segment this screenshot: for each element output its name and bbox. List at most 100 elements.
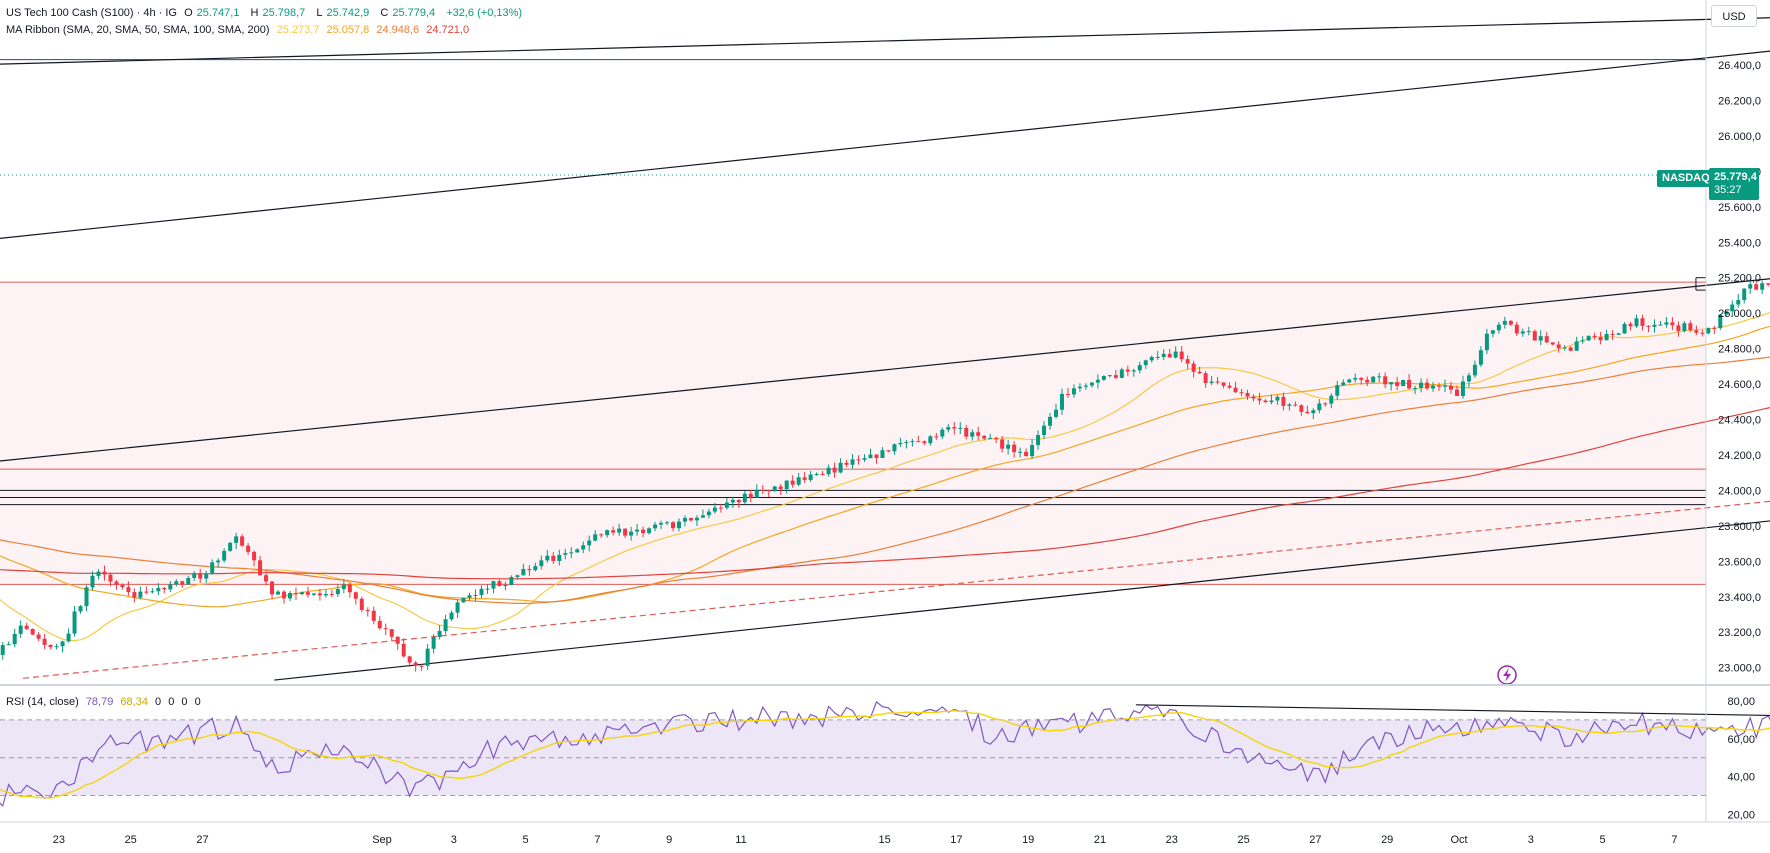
candle (1556, 344, 1561, 349)
candle (1616, 333, 1621, 335)
candle (718, 507, 723, 509)
currency-button[interactable]: USD (1711, 5, 1757, 27)
candle (1299, 405, 1304, 412)
candle (826, 467, 831, 475)
candle (605, 530, 610, 536)
symbol-title[interactable]: US Tech 100 Cash (S100) · 4h · IG (6, 7, 177, 19)
time-tick-label: 19 (1022, 834, 1034, 846)
candle (730, 499, 735, 503)
candle (162, 587, 167, 590)
rsi-trend-line (1135, 704, 1770, 716)
candle (1263, 400, 1268, 403)
candle (1173, 351, 1178, 358)
candle (48, 644, 53, 648)
candle (1574, 341, 1579, 351)
candle (569, 552, 574, 554)
ma-ribbon-title[interactable]: MA Ribbon (SMA, 20, SMA, 50, SMA, 100, S… (6, 24, 270, 36)
time-tick-label: 27 (196, 834, 208, 846)
candle (1185, 359, 1190, 364)
candle (126, 587, 131, 593)
candle (772, 486, 777, 492)
candle (1383, 376, 1388, 385)
trend-line-2 (0, 278, 1770, 462)
candle (1149, 357, 1154, 361)
last-price-badge: 25.779,4 35:27 (1709, 168, 1759, 200)
time-tick-label: 15 (878, 834, 890, 846)
candle (814, 473, 819, 475)
candle (1664, 322, 1669, 325)
candle (593, 534, 598, 541)
candle (1610, 334, 1615, 336)
candle (1275, 396, 1280, 401)
candle (545, 555, 550, 561)
candle (1502, 320, 1507, 325)
candle (1688, 323, 1693, 331)
time-tick-label: 11 (735, 834, 746, 846)
main-pane[interactable] (0, 282, 1706, 585)
candle (1598, 337, 1603, 341)
candle (419, 665, 424, 667)
candle (1443, 385, 1448, 387)
candle (527, 568, 532, 571)
candle (1544, 336, 1549, 343)
candle (635, 529, 640, 532)
candle (1389, 382, 1394, 385)
candle (503, 584, 508, 587)
candle (1472, 364, 1477, 376)
candle (1538, 336, 1543, 341)
candle (617, 528, 622, 533)
candle (1083, 385, 1088, 387)
candle (305, 592, 310, 595)
close-value: 25.779,4 (392, 7, 436, 19)
time-tick-label: 27 (1309, 834, 1321, 846)
candle (778, 486, 783, 490)
rsi-pane[interactable] (0, 684, 1770, 820)
candle (611, 530, 616, 533)
candle (1048, 416, 1053, 426)
candle (1562, 347, 1567, 349)
candle (1107, 375, 1112, 377)
candle (395, 636, 400, 644)
rsi-zero-1: 0 (155, 696, 162, 708)
candle (78, 606, 83, 612)
candle (1604, 334, 1609, 341)
candle (461, 597, 466, 603)
candle (1227, 385, 1232, 388)
rsi-tick-label: 40,00 (1727, 772, 1755, 784)
candle (988, 437, 993, 439)
candle (1077, 386, 1082, 389)
candle (1233, 387, 1238, 393)
rsi-tick-label: 20,00 (1727, 809, 1755, 821)
candle (766, 490, 771, 492)
candle (174, 581, 179, 585)
rsi-zero-4: 0 (194, 696, 201, 708)
candle (287, 592, 292, 599)
time-tick-label: 7 (1671, 834, 1677, 846)
price-tick-label: 23.800,0 (1718, 521, 1761, 533)
rsi-title[interactable]: RSI (14, close) (6, 696, 79, 708)
candle (676, 521, 681, 529)
candle (1401, 380, 1406, 386)
rsi-info-line: RSI (14, close) 78,79 68,34 0 0 0 0 (6, 696, 205, 708)
candle (760, 489, 765, 491)
low-value: 25.742,9 (326, 7, 370, 19)
rsi-band-fill (0, 719, 1706, 796)
candle (1311, 410, 1316, 414)
candle (880, 450, 885, 459)
candle (0, 645, 5, 655)
price-tick-label: 23.400,0 (1718, 592, 1761, 604)
candle (180, 581, 185, 585)
candle (1257, 398, 1262, 401)
ma-line-sma200 (0, 406, 1770, 580)
candle (264, 575, 269, 582)
candle (641, 529, 646, 534)
candle (874, 454, 879, 459)
candle (1125, 369, 1130, 372)
rsi-tick-label: 80,00 (1727, 696, 1755, 708)
candle (964, 427, 969, 437)
rsi-zero-3: 0 (181, 696, 188, 708)
candle (934, 436, 939, 438)
candle (1353, 377, 1358, 380)
candle (335, 589, 340, 595)
